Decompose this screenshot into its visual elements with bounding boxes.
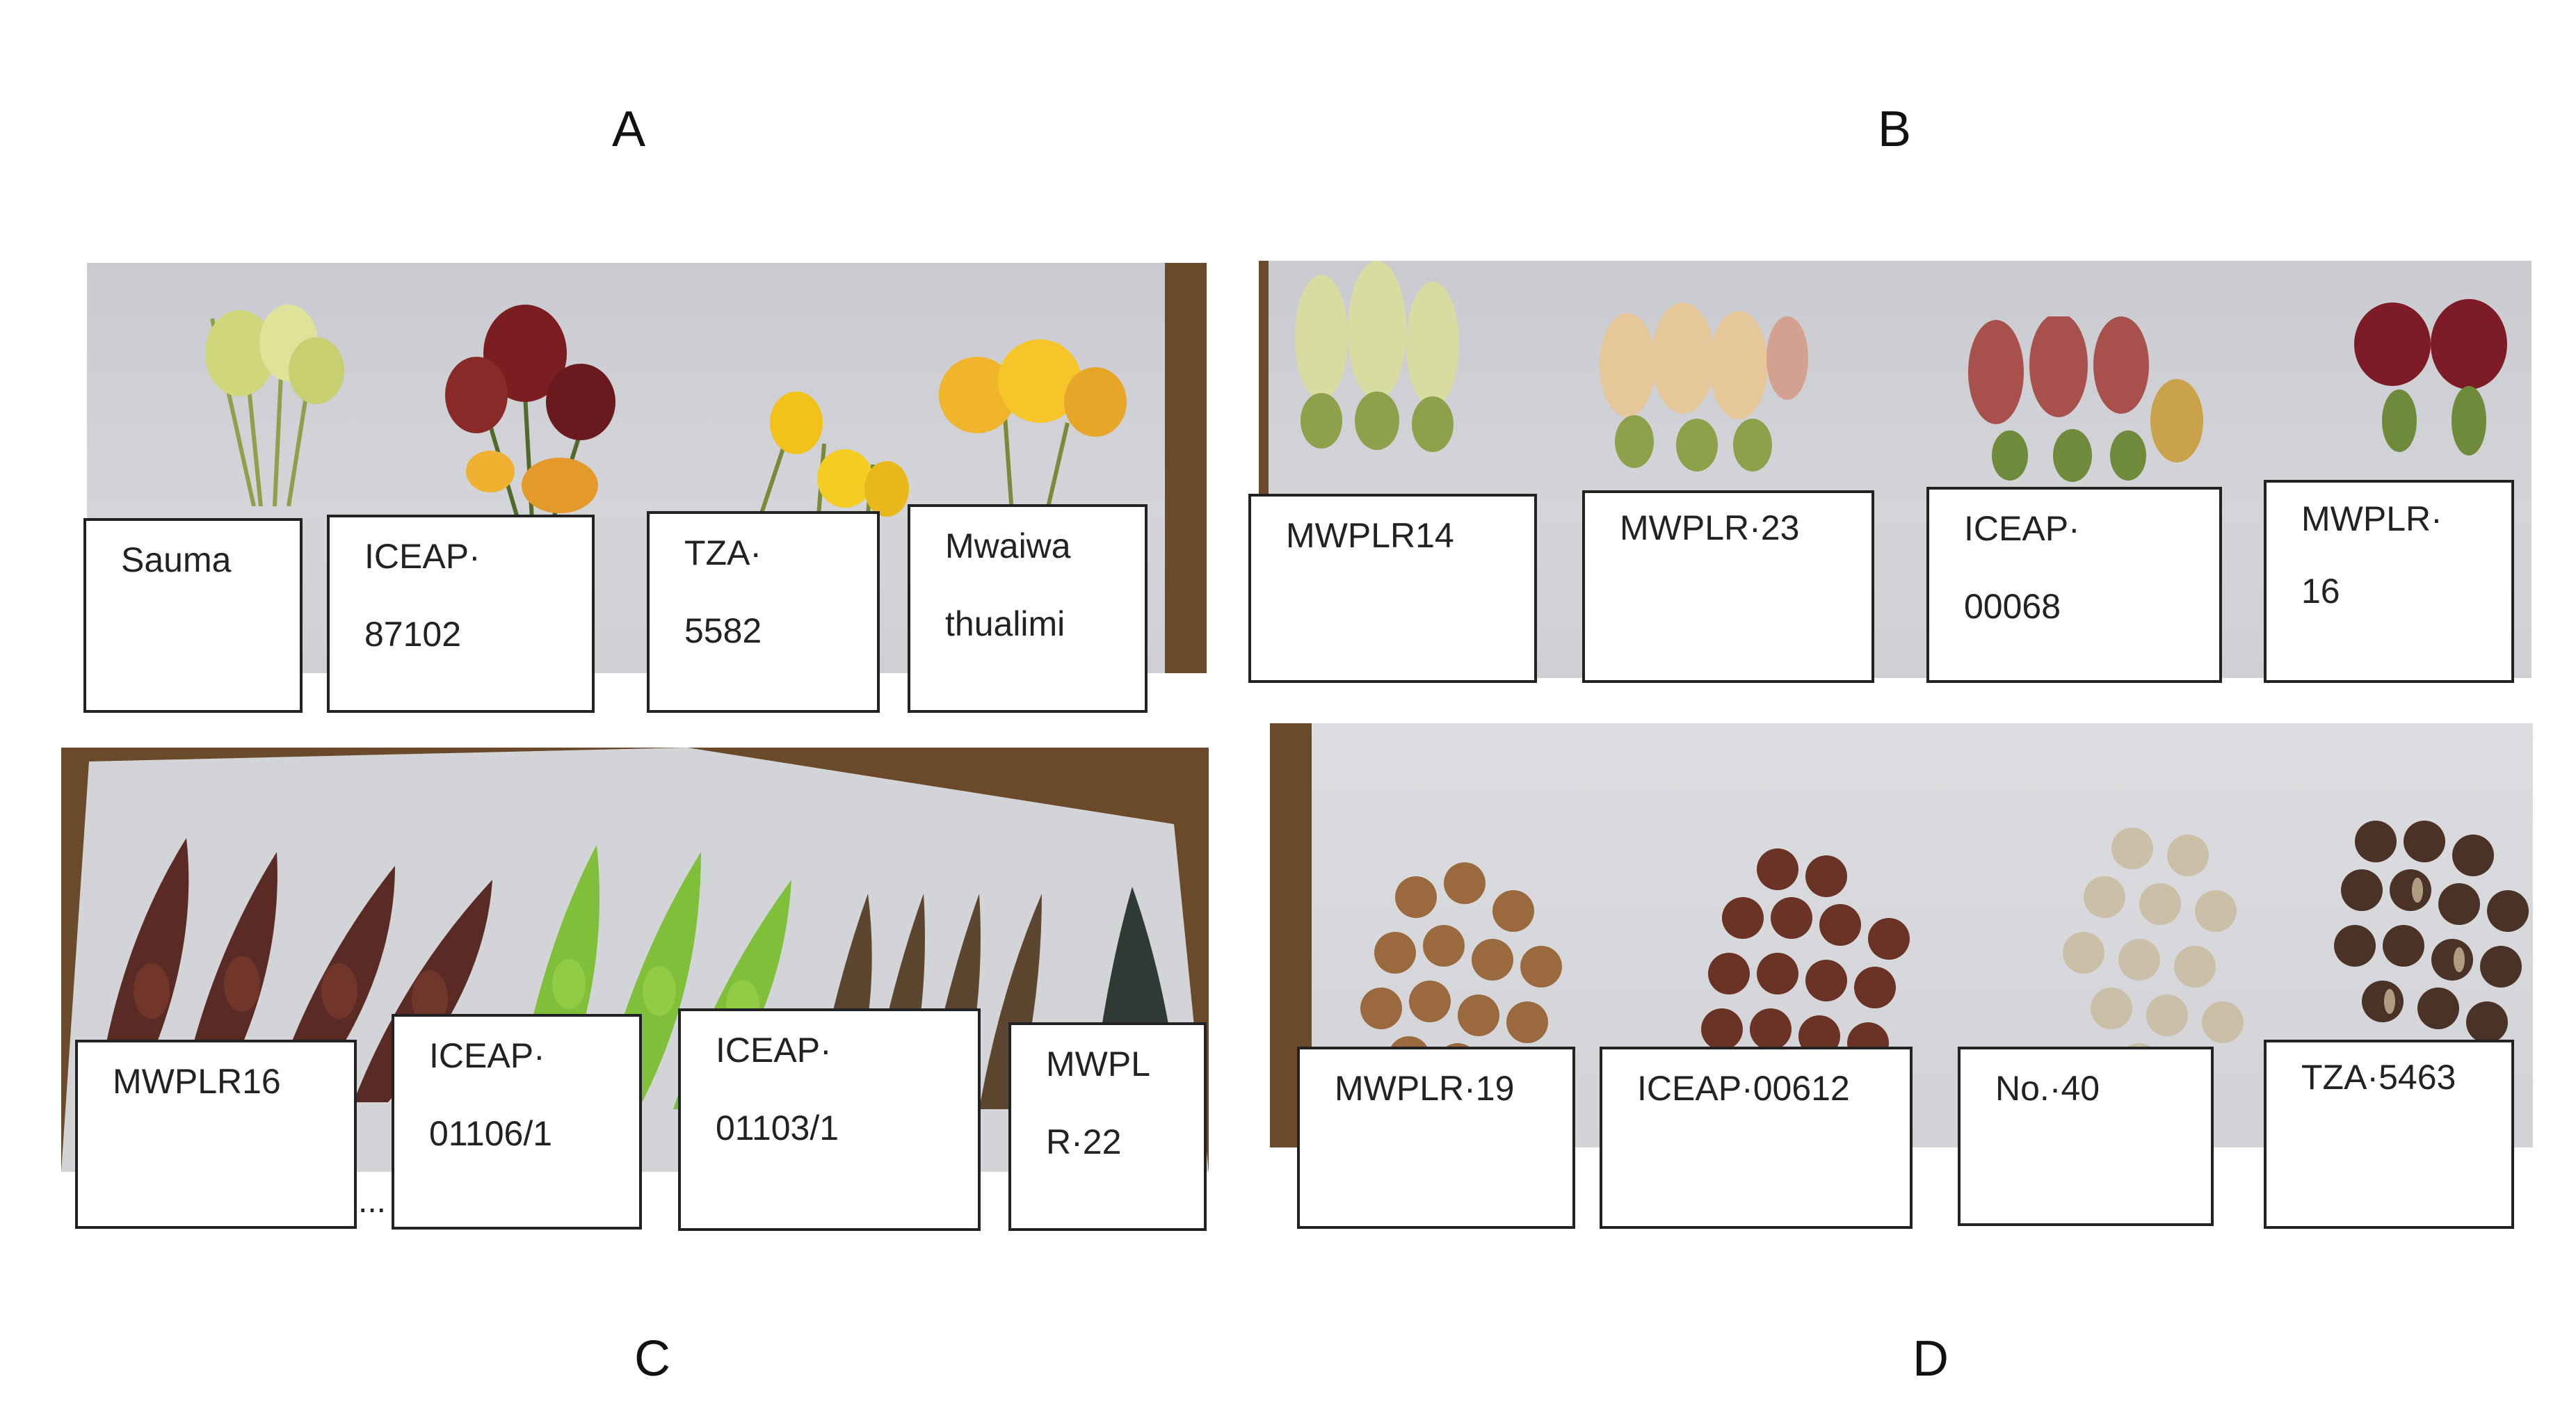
ellipsis-mark: ...: [358, 1183, 387, 1220]
label-text: 5582: [684, 611, 762, 650]
label-iceap-00068: ICEAP· 00068: [1926, 487, 2222, 683]
label-mwplr-16: MWPLR· 16: [2264, 480, 2514, 683]
flower-bunch-sauma: [205, 305, 344, 506]
panel-letter-b: B: [1878, 102, 1912, 157]
flower-bunch-mwplr14: [1295, 261, 1459, 452]
panel-letter-a: A: [612, 102, 646, 157]
label-text: No.·40: [1995, 1069, 2100, 1108]
label-text: 01103/1: [716, 1109, 839, 1147]
label-text: MWPLR·23: [1620, 508, 1800, 547]
label-iceap-01106-1: ICEAP· 01106/1: [392, 1014, 642, 1230]
flower-bunch-iceap-87102: [445, 305, 615, 520]
label-mwplr14: MWPLR14: [1248, 494, 1537, 683]
label-text: ICEAP·: [1964, 509, 2080, 548]
label-text: TZA·: [684, 533, 762, 572]
label-text: MWPL: [1046, 1045, 1150, 1083]
label-text: 87102: [364, 615, 462, 654]
label-text: R·22: [1046, 1122, 1122, 1161]
panel-letter-c: C: [634, 1331, 670, 1387]
label-iceap-01103-1: ICEAP· 01103/1: [678, 1008, 981, 1231]
label-text: MWPLR·: [2301, 499, 2442, 538]
flower-bunch-mwplr-16: [2354, 299, 2507, 456]
label-no-40: No.·40: [1958, 1047, 2214, 1226]
label-text: 01106/1: [429, 1114, 553, 1153]
label-tza-5582: TZA· 5582: [647, 511, 880, 713]
label-text: TZA·5463: [2301, 1058, 2456, 1097]
label-text: 00068: [1964, 587, 2061, 626]
flower-bunch-mwplr-23: [1600, 303, 1808, 472]
seeds-tza-5463: [2334, 821, 2529, 1043]
label-text: ICEAP·: [364, 537, 481, 576]
label-mwplr16: MWPLR16: [75, 1040, 357, 1229]
label-tza-5463: TZA·5463: [2264, 1040, 2514, 1229]
label-mwplr-19: MWPLR·19: [1297, 1047, 1575, 1229]
label-text: MWPLR·19: [1335, 1069, 1515, 1108]
label-mwplr-22: MWPL R·22: [1008, 1022, 1207, 1231]
flower-bunch-mwaiwa-thualimi: [939, 339, 1127, 513]
label-mwplr-23: MWPLR·23: [1582, 490, 1874, 683]
label-text: MWPLR16: [113, 1062, 281, 1101]
flower-bunch-tza-5582: [752, 392, 909, 534]
label-mwaiwa-thualimi: Mwaiwa thualimi: [908, 504, 1148, 713]
label-iceap-00612: ICEAP·00612: [1600, 1047, 1913, 1229]
label-iceap-87102: ICEAP· 87102: [327, 515, 595, 713]
label-text: ICEAP·: [429, 1036, 545, 1075]
flower-bunch-iceap-00068: [1968, 316, 2203, 482]
label-text: thualimi: [945, 604, 1065, 643]
label-text: 16: [2301, 572, 2340, 611]
seeds-no-40: [2063, 828, 2244, 1085]
label-text: MWPLR14: [1286, 516, 1454, 555]
wood-edge: [1165, 263, 1207, 673]
label-text: Mwaiwa: [945, 526, 1071, 565]
panel-letter-d: D: [1913, 1331, 1949, 1387]
label-sauma: Sauma: [83, 518, 303, 713]
label-text: ICEAP·00612: [1637, 1069, 1850, 1108]
label-text: Sauma: [121, 540, 232, 579]
label-text: ICEAP·: [716, 1031, 832, 1070]
